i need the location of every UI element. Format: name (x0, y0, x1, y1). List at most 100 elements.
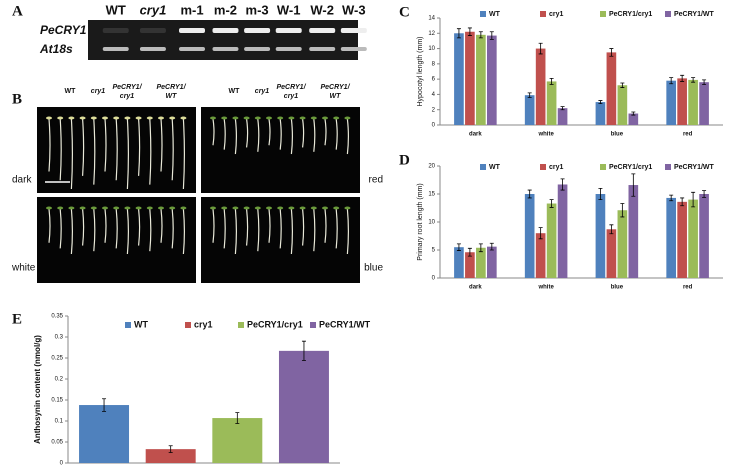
seedling (310, 206, 317, 210)
bar (535, 233, 546, 278)
gel-band (244, 47, 271, 51)
legend-swatch (600, 164, 606, 170)
seedling (212, 118, 215, 146)
bar (465, 31, 475, 126)
seedling (146, 206, 153, 210)
seedling (46, 206, 52, 210)
seedling (324, 118, 327, 146)
bar (79, 405, 130, 463)
condition-label: blue (364, 263, 383, 274)
y-tick-label: 0 (432, 123, 436, 129)
condition-label: dark (12, 175, 32, 186)
seedling (232, 116, 239, 120)
gel-column-label: W-2 (310, 2, 334, 17)
legend-label: PeCRY1/cry1 (609, 164, 652, 171)
seedling (180, 206, 187, 210)
x-tick-label: red (683, 132, 693, 138)
gel-column-label: cry1 (140, 2, 167, 17)
legend-label: PeCRY1/WT (674, 164, 715, 171)
seedling (234, 208, 237, 255)
y-tick-label: 20 (428, 164, 435, 170)
seedling (59, 208, 62, 249)
seedling (182, 208, 185, 255)
bar (688, 79, 698, 125)
seedling (90, 116, 97, 120)
gel-band (179, 28, 205, 33)
seedling (346, 208, 349, 255)
seedling (124, 206, 131, 210)
seedling (333, 206, 340, 210)
y-tick-label: 0.1 (55, 419, 64, 425)
seedling (113, 206, 120, 210)
seedling (104, 208, 107, 243)
legend-swatch (185, 322, 191, 328)
legend-label: cry1 (549, 164, 564, 171)
seedling (324, 208, 327, 243)
bar (617, 210, 628, 278)
y-tick-label: 12 (428, 31, 435, 37)
error-bar (549, 199, 554, 208)
gel-band (139, 28, 166, 33)
seedling (310, 116, 317, 120)
bar (476, 247, 486, 278)
seedling (234, 118, 237, 155)
seedling (302, 118, 305, 148)
bar (666, 197, 677, 278)
error-bar (549, 77, 554, 85)
legend-swatch (238, 322, 244, 328)
seedling (169, 116, 176, 120)
legend-swatch (480, 11, 486, 17)
bar (557, 108, 568, 125)
error-bar (702, 79, 707, 85)
seedling (346, 118, 349, 155)
seedling (277, 116, 284, 120)
seedling (266, 206, 272, 210)
seedling (102, 206, 108, 210)
y-tick-label: 10 (428, 46, 435, 52)
gel-band (139, 47, 166, 51)
x-tick-label: white (537, 132, 554, 138)
bar (454, 247, 464, 278)
gel-band (340, 28, 367, 33)
y-tick-label: 0 (432, 276, 436, 282)
y-tick-label: 0 (60, 461, 64, 467)
seedling (135, 206, 142, 210)
legend-label: PeCRY1/WT (319, 319, 371, 329)
seedling (288, 206, 295, 210)
gel-column-label: W-3 (342, 2, 366, 17)
seedling (257, 118, 260, 152)
y-tick-label: 15 (428, 192, 435, 198)
error-bar (301, 340, 306, 361)
error-bar (102, 398, 107, 412)
y-tick-label: 0.35 (51, 314, 63, 320)
seedling (257, 208, 260, 252)
legend-label: PeCRY1/cry1 (247, 319, 303, 329)
y-tick-label: 4 (432, 92, 436, 98)
error-bar (669, 194, 674, 202)
legend-label: WT (489, 11, 501, 18)
seedling (82, 208, 85, 246)
panel-label: E (12, 311, 22, 327)
seedling (180, 116, 187, 120)
gel-column-label: W-1 (277, 2, 301, 17)
seedling (126, 118, 129, 190)
legend-label: cry1 (194, 319, 213, 329)
error-bar (631, 173, 636, 197)
bar (145, 449, 196, 463)
error-bar (478, 243, 483, 253)
seedling (146, 116, 153, 120)
seedling (254, 116, 261, 120)
y-tick-label: 5 (432, 248, 436, 254)
seedling (290, 208, 293, 255)
bar (454, 33, 464, 125)
seedling (115, 208, 118, 249)
bar (606, 52, 617, 126)
seedling (113, 116, 120, 120)
bar (524, 194, 535, 278)
seedling-column-label: WT (229, 88, 241, 95)
error-bar (456, 28, 461, 39)
y-tick-label: 6 (432, 77, 436, 83)
gel-band (179, 47, 205, 51)
seedling (299, 206, 306, 210)
